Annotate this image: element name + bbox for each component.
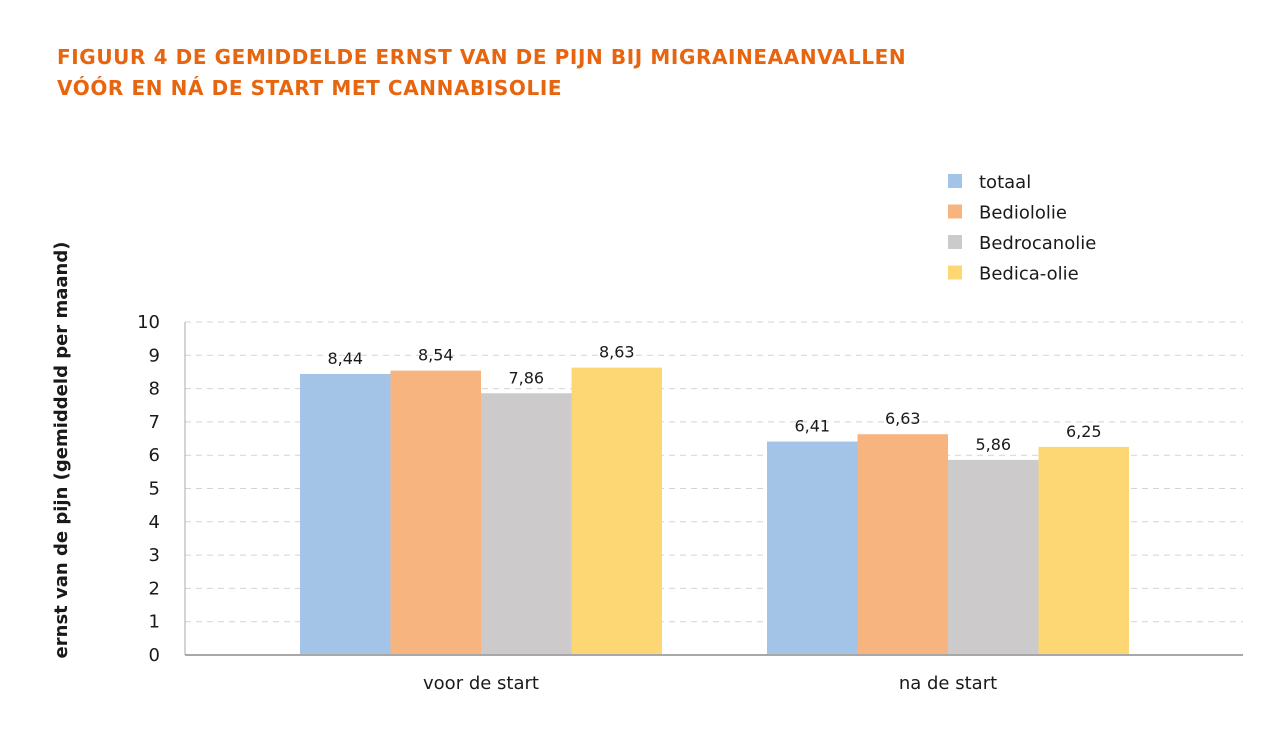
data-label: 8,44 <box>327 349 363 368</box>
chart-title-line-1: FIGUUR 4 DE GEMIDDELDE ERNST VAN DE PIJN… <box>57 45 907 69</box>
y-tick-label: 10 <box>137 312 160 333</box>
y-tick-label: 9 <box>149 345 160 366</box>
bar <box>767 441 858 655</box>
bar <box>948 459 1039 655</box>
legend-label: totaal <box>979 172 1031 193</box>
y-tick-label: 1 <box>149 612 160 633</box>
bar <box>571 367 662 655</box>
legend-swatch <box>948 265 962 280</box>
legend: totaal Bediololie Bedrocanolie Bedica-olie <box>948 172 1096 285</box>
y-tick-label: 6 <box>149 445 160 466</box>
y-tick-label: 5 <box>149 479 160 500</box>
legend-label: Bedrocanolie <box>979 233 1096 254</box>
y-tick-label: 7 <box>149 412 160 433</box>
chart-title: FIGUUR 4 DE GEMIDDELDE ERNST VAN DE PIJN… <box>57 42 906 104</box>
data-label: 5,86 <box>975 435 1011 454</box>
bars: 8,44 8,54 7,86 8,63 6,41 6,63 5,86 6,25 <box>300 343 1129 655</box>
data-label: 6,25 <box>1066 422 1102 441</box>
legend-swatch <box>948 174 962 188</box>
bar <box>857 434 948 655</box>
bar <box>481 393 572 655</box>
legend-label: Bedica-olie <box>979 264 1079 285</box>
legend-label: Bediololie <box>979 203 1067 224</box>
data-label: 8,63 <box>599 343 635 362</box>
bar <box>390 370 481 655</box>
y-tick-label: 2 <box>149 578 160 599</box>
data-label: 7,86 <box>508 368 544 387</box>
axes: 0 1 2 3 4 5 6 7 8 9 10 voor de start na de start <box>137 312 1243 694</box>
x-tick-label: na de start <box>899 673 997 694</box>
data-label: 6,41 <box>794 417 830 436</box>
x-tick-label: voor de start <box>423 673 539 694</box>
data-label: 8,54 <box>418 346 454 365</box>
legend-swatch <box>948 204 962 219</box>
chart-title-line-2: VÓÓR EN NÁ DE START MET CANNABISOLIE <box>57 76 563 100</box>
bar <box>300 373 391 655</box>
legend-swatch <box>948 235 962 249</box>
data-label: 6,63 <box>885 409 921 428</box>
y-tick-label: 3 <box>149 545 160 566</box>
bar <box>1038 446 1129 655</box>
y-tick-label: 4 <box>149 512 160 533</box>
y-tick-label: 0 <box>149 645 160 666</box>
y-tick-label: 8 <box>149 379 160 400</box>
y-axis-label: ernst van de pijn (gemiddeld per maand) <box>51 242 72 659</box>
